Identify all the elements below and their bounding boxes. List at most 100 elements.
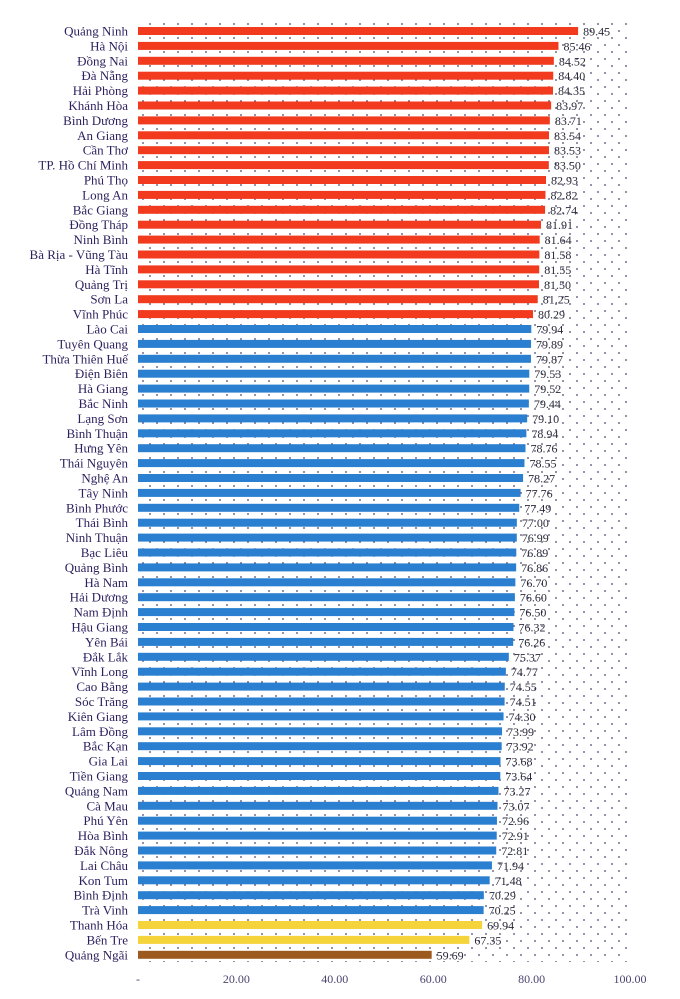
bar — [138, 295, 538, 304]
category-label: Tuyên Quang — [57, 336, 128, 351]
value-label: 80.29 — [538, 308, 565, 322]
bar — [138, 816, 497, 825]
value-label: 75.37 — [514, 650, 541, 664]
category-label: Cần Thơ — [83, 143, 129, 158]
category-label: Hà Giang — [78, 381, 129, 396]
value-label: 84.40 — [558, 69, 585, 83]
value-label: 79.52 — [534, 382, 561, 396]
value-label: 72.96 — [502, 814, 529, 828]
category-label: Tây Ninh — [79, 485, 129, 500]
bar — [138, 563, 517, 572]
bar — [138, 578, 516, 587]
category-label: Hòa Bình — [78, 828, 129, 843]
category-label: Lào Cai — [86, 322, 128, 337]
bar — [138, 682, 505, 691]
value-label: 74.51 — [510, 695, 537, 709]
category-label: Đắk Lắk — [83, 649, 129, 664]
x-tick-label: 60.00 — [420, 972, 447, 986]
value-label: 89.45 — [583, 25, 610, 39]
bar — [138, 444, 526, 453]
x-axis: - 20.00 40.00 60.00 80.00 100.00 — [136, 972, 647, 986]
value-label: 74.30 — [509, 710, 536, 724]
category-label: Lai Châu — [80, 858, 129, 873]
bar — [138, 41, 559, 50]
bar — [138, 757, 501, 766]
bar — [138, 891, 484, 900]
category-label: Đồng Tháp — [69, 217, 128, 232]
bar — [138, 861, 492, 870]
x-tick-label: 20.00 — [223, 972, 250, 986]
bar — [138, 280, 539, 289]
category-label: Kon Tum — [79, 873, 129, 888]
category-label: TP. Hồ Chí Minh — [38, 158, 128, 173]
bar — [138, 533, 517, 542]
x-tick-label: 100.00 — [614, 972, 647, 986]
value-label: 73.27 — [503, 784, 530, 798]
bar — [138, 548, 517, 557]
value-label: 83.53 — [554, 144, 581, 158]
bar — [138, 220, 541, 229]
bar — [138, 265, 540, 274]
value-label: 79.53 — [534, 367, 561, 381]
bar — [138, 474, 524, 482]
category-label: Đắk Nông — [74, 843, 128, 858]
value-label: 74.55 — [510, 680, 537, 694]
category-label: Quảng Ninh — [64, 24, 128, 39]
value-label: 69.94 — [487, 919, 514, 933]
category-label: An Giang — [77, 128, 128, 143]
value-label: 76.70 — [520, 576, 547, 590]
category-label: Ninh Bình — [73, 232, 128, 247]
value-label: 73.99 — [507, 725, 534, 739]
value-label: 70.29 — [489, 889, 516, 903]
category-label: Phú Thọ — [84, 173, 128, 188]
bar — [138, 205, 546, 214]
value-label: 73.92 — [507, 740, 534, 754]
category-label: Vĩnh Long — [71, 664, 128, 679]
value-label: 77.76 — [526, 486, 553, 500]
bar — [138, 429, 527, 438]
bar — [138, 652, 509, 661]
category-label: Bắc Giang — [73, 202, 129, 217]
category-label: Kiên Giang — [68, 709, 129, 724]
bar — [138, 503, 520, 512]
bar — [138, 414, 528, 423]
value-label: 67.35 — [474, 933, 501, 947]
bar — [138, 488, 521, 497]
bar — [138, 354, 531, 363]
value-label: 83.54 — [554, 129, 581, 143]
x-tick-label: - — [136, 972, 140, 986]
category-label: Bắc Ninh — [79, 396, 129, 411]
category-label: Yên Bái — [85, 634, 128, 649]
category-label: Hải Phòng — [73, 83, 129, 98]
bar — [138, 846, 497, 855]
category-label: Long An — [82, 187, 128, 202]
value-label: 83.50 — [554, 159, 581, 173]
bar — [138, 146, 549, 155]
value-label: 76.60 — [520, 591, 547, 605]
category-label: Thái Nguyên — [60, 456, 129, 471]
bar — [138, 801, 498, 810]
bar — [138, 906, 484, 915]
value-label: 74.77 — [511, 665, 538, 679]
category-label: Tiền Giang — [70, 769, 129, 784]
bar — [138, 667, 506, 676]
value-label: 72.81 — [501, 844, 528, 858]
value-label: 79.94 — [536, 323, 563, 337]
value-label: 81.64 — [545, 233, 572, 247]
category-label: Cà Mau — [86, 798, 128, 813]
bars — [138, 27, 579, 959]
bar — [138, 518, 517, 527]
bar — [138, 71, 554, 80]
value-label: 81.55 — [544, 263, 571, 277]
category-label: Sóc Trăng — [75, 694, 129, 709]
bar — [138, 727, 503, 736]
category-label: Nghệ An — [81, 471, 128, 486]
category-label: Bình Thuận — [66, 426, 128, 441]
bar — [138, 56, 554, 65]
bar — [138, 116, 550, 125]
bar — [138, 86, 554, 95]
category-label: Bình Định — [73, 888, 128, 903]
value-label: 82.74 — [550, 203, 577, 217]
bar — [138, 369, 530, 378]
category-label: Hải Dương — [70, 590, 129, 605]
